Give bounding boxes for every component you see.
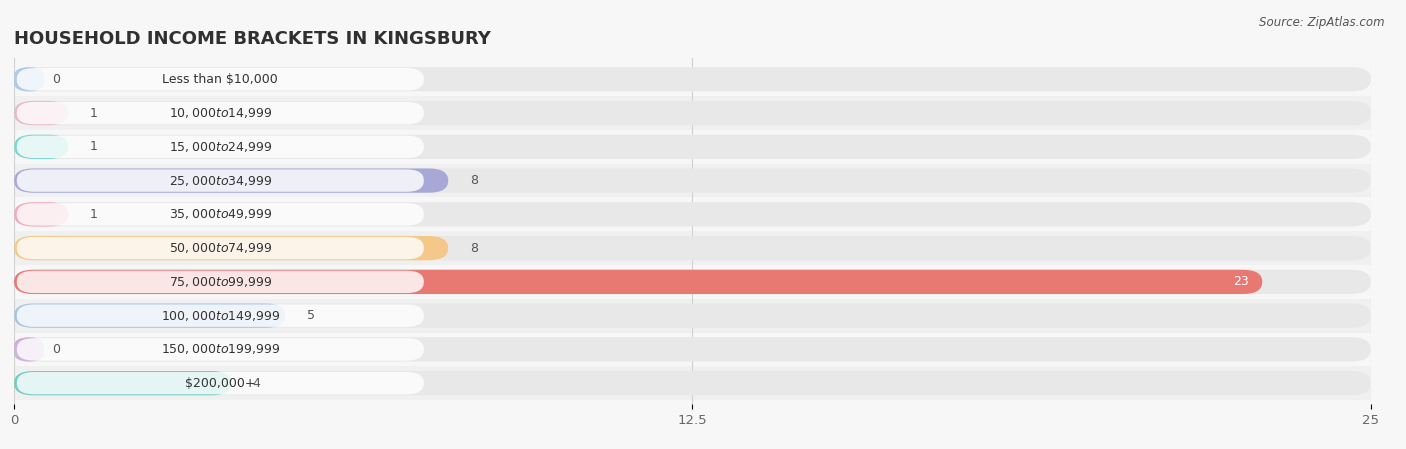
FancyBboxPatch shape — [0, 265, 1406, 299]
FancyBboxPatch shape — [17, 372, 423, 394]
FancyBboxPatch shape — [17, 237, 423, 260]
Text: Less than $10,000: Less than $10,000 — [163, 73, 278, 86]
FancyBboxPatch shape — [14, 67, 44, 92]
FancyBboxPatch shape — [0, 366, 1406, 400]
Text: $150,000 to $199,999: $150,000 to $199,999 — [160, 343, 280, 357]
Text: 4: 4 — [253, 377, 260, 390]
Text: Source: ZipAtlas.com: Source: ZipAtlas.com — [1260, 16, 1385, 29]
Text: $75,000 to $99,999: $75,000 to $99,999 — [169, 275, 271, 289]
Text: $200,000+: $200,000+ — [186, 377, 256, 390]
FancyBboxPatch shape — [0, 333, 1406, 366]
FancyBboxPatch shape — [0, 164, 1406, 198]
Text: $50,000 to $74,999: $50,000 to $74,999 — [169, 241, 271, 255]
FancyBboxPatch shape — [14, 304, 1371, 328]
FancyBboxPatch shape — [17, 68, 423, 91]
FancyBboxPatch shape — [17, 169, 423, 192]
FancyBboxPatch shape — [14, 371, 231, 395]
FancyBboxPatch shape — [14, 202, 69, 226]
FancyBboxPatch shape — [0, 130, 1406, 164]
Text: 1: 1 — [90, 141, 98, 153]
FancyBboxPatch shape — [0, 62, 1406, 96]
FancyBboxPatch shape — [14, 101, 69, 125]
FancyBboxPatch shape — [14, 101, 1371, 125]
FancyBboxPatch shape — [0, 96, 1406, 130]
Text: 8: 8 — [470, 174, 478, 187]
Text: 23: 23 — [1233, 275, 1249, 288]
FancyBboxPatch shape — [14, 202, 1371, 226]
FancyBboxPatch shape — [14, 135, 1371, 159]
FancyBboxPatch shape — [14, 168, 1371, 193]
FancyBboxPatch shape — [14, 135, 69, 159]
FancyBboxPatch shape — [14, 270, 1371, 294]
Text: 0: 0 — [52, 73, 60, 86]
FancyBboxPatch shape — [14, 168, 449, 193]
Text: 1: 1 — [90, 208, 98, 221]
FancyBboxPatch shape — [0, 299, 1406, 333]
FancyBboxPatch shape — [17, 136, 423, 158]
FancyBboxPatch shape — [0, 231, 1406, 265]
Text: $10,000 to $14,999: $10,000 to $14,999 — [169, 106, 271, 120]
FancyBboxPatch shape — [17, 304, 423, 327]
Text: 1: 1 — [90, 106, 98, 119]
FancyBboxPatch shape — [17, 271, 423, 293]
FancyBboxPatch shape — [14, 337, 1371, 361]
Text: 8: 8 — [470, 242, 478, 255]
FancyBboxPatch shape — [14, 270, 1263, 294]
FancyBboxPatch shape — [14, 236, 1371, 260]
FancyBboxPatch shape — [14, 304, 285, 328]
FancyBboxPatch shape — [14, 337, 44, 361]
FancyBboxPatch shape — [17, 102, 423, 124]
Text: HOUSEHOLD INCOME BRACKETS IN KINGSBURY: HOUSEHOLD INCOME BRACKETS IN KINGSBURY — [14, 31, 491, 48]
Text: $35,000 to $49,999: $35,000 to $49,999 — [169, 207, 271, 221]
Text: $15,000 to $24,999: $15,000 to $24,999 — [169, 140, 271, 154]
FancyBboxPatch shape — [17, 338, 423, 361]
FancyBboxPatch shape — [14, 67, 1371, 92]
Text: $100,000 to $149,999: $100,000 to $149,999 — [160, 308, 280, 323]
FancyBboxPatch shape — [14, 236, 449, 260]
Text: 0: 0 — [52, 343, 60, 356]
Text: $25,000 to $34,999: $25,000 to $34,999 — [169, 174, 271, 188]
FancyBboxPatch shape — [14, 371, 1371, 395]
FancyBboxPatch shape — [0, 198, 1406, 231]
FancyBboxPatch shape — [17, 203, 423, 225]
Text: 5: 5 — [307, 309, 315, 322]
